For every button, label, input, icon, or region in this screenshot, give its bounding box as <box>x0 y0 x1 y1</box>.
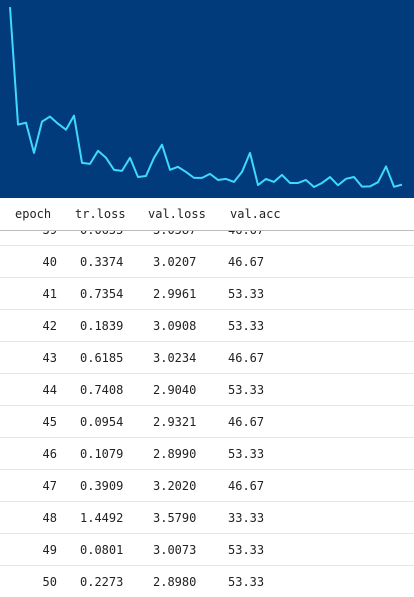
table-cell: 0.6185 <box>80 351 124 365</box>
table-cell: 0.1079 <box>80 447 124 461</box>
column-header: epoch <box>15 207 52 221</box>
table-cell: 0.2273 <box>80 575 124 589</box>
table-cell: 46.67 <box>228 415 265 429</box>
table-row: 47 0.3909 3.2020 46.67 <box>0 470 414 502</box>
table-cell: 53.33 <box>228 447 265 461</box>
table-cell: 44 <box>42 383 57 397</box>
chart-background <box>0 0 414 198</box>
table-cell: 3.0587 <box>153 230 197 237</box>
table-cell: 3.5790 <box>153 511 197 525</box>
table-cell: 3.0073 <box>153 543 197 557</box>
table-cell: 46.67 <box>228 479 265 493</box>
table-cell: 2.8980 <box>153 575 197 589</box>
table-cell: 50 <box>42 575 57 589</box>
table-cell: 43 <box>42 351 57 365</box>
table-row: 44 0.7408 2.9040 53.33 <box>0 374 414 406</box>
table-cell: 53.33 <box>228 383 265 397</box>
table-body: 39 0.0655 3.0587 46.67 40 0.3374 3.0207 46.67 41… <box>0 230 414 597</box>
table-cell: 53.33 <box>228 319 265 333</box>
table-cell: 53.33 <box>228 543 265 557</box>
table-row: 41 0.7354 2.9961 53.33 <box>0 278 414 310</box>
table-cell: 3.0207 <box>153 255 197 269</box>
table-cell: 46.67 <box>228 351 265 365</box>
loss-line <box>9 6 403 189</box>
table-row: 45 0.0954 2.9321 46.67 <box>0 406 414 438</box>
table-cell: 42 <box>42 319 57 333</box>
table-cell: 3.0234 <box>153 351 197 365</box>
table-row: 50 0.2273 2.8980 53.33 <box>0 566 414 597</box>
table-cell: 3.2020 <box>153 479 197 493</box>
table-cell: 0.3909 <box>80 479 124 493</box>
table-cell: 0.0801 <box>80 543 124 557</box>
table-row: 43 0.6185 3.0234 46.67 <box>0 342 414 374</box>
table-cell: 40 <box>42 255 57 269</box>
table-cell: 0.3374 <box>80 255 124 269</box>
table-cell: 0.7354 <box>80 287 124 301</box>
column-header: val.loss <box>148 207 206 221</box>
table-cell: 45 <box>42 415 57 429</box>
table-cell: 49 <box>42 543 57 557</box>
table-cell: 46 <box>42 447 57 461</box>
table-cell: 0.0655 <box>80 230 124 237</box>
loss-chart <box>0 0 414 198</box>
table-cell: 33.33 <box>228 511 265 525</box>
table-cell: 46.67 <box>228 230 265 237</box>
table-cell: 1.4492 <box>80 511 124 525</box>
table-cell: 39 <box>42 230 57 237</box>
table-row: 40 0.3374 3.0207 46.67 <box>0 246 414 278</box>
column-header: val.acc <box>230 207 281 221</box>
table-row: 48 1.4492 3.5790 33.33 <box>0 502 414 534</box>
table-row: 39 0.0655 3.0587 46.67 <box>0 230 414 246</box>
table-cell: 53.33 <box>228 575 265 589</box>
table-row: 46 0.1079 2.8990 53.33 <box>0 438 414 470</box>
table-cell: 2.9040 <box>153 383 197 397</box>
table-cell: 2.8990 <box>153 447 197 461</box>
table-cell: 48 <box>42 511 57 525</box>
table-cell: 0.0954 <box>80 415 124 429</box>
column-header: tr.loss <box>75 207 126 221</box>
table-cell: 53.33 <box>228 287 265 301</box>
table-row: 49 0.0801 3.0073 53.33 <box>0 534 414 566</box>
table-cell: 3.0908 <box>153 319 197 333</box>
table-cell: 2.9321 <box>153 415 197 429</box>
table-cell: 47 <box>42 479 57 493</box>
table-row: 42 0.1839 3.0908 53.33 <box>0 310 414 342</box>
table-cell: 0.7408 <box>80 383 124 397</box>
table-header: epoch tr.loss val.loss val.acc <box>0 198 414 231</box>
table-cell: 0.1839 <box>80 319 124 333</box>
table-cell: 46.67 <box>228 255 265 269</box>
table-cell: 41 <box>42 287 57 301</box>
table-cell: 2.9961 <box>153 287 197 301</box>
